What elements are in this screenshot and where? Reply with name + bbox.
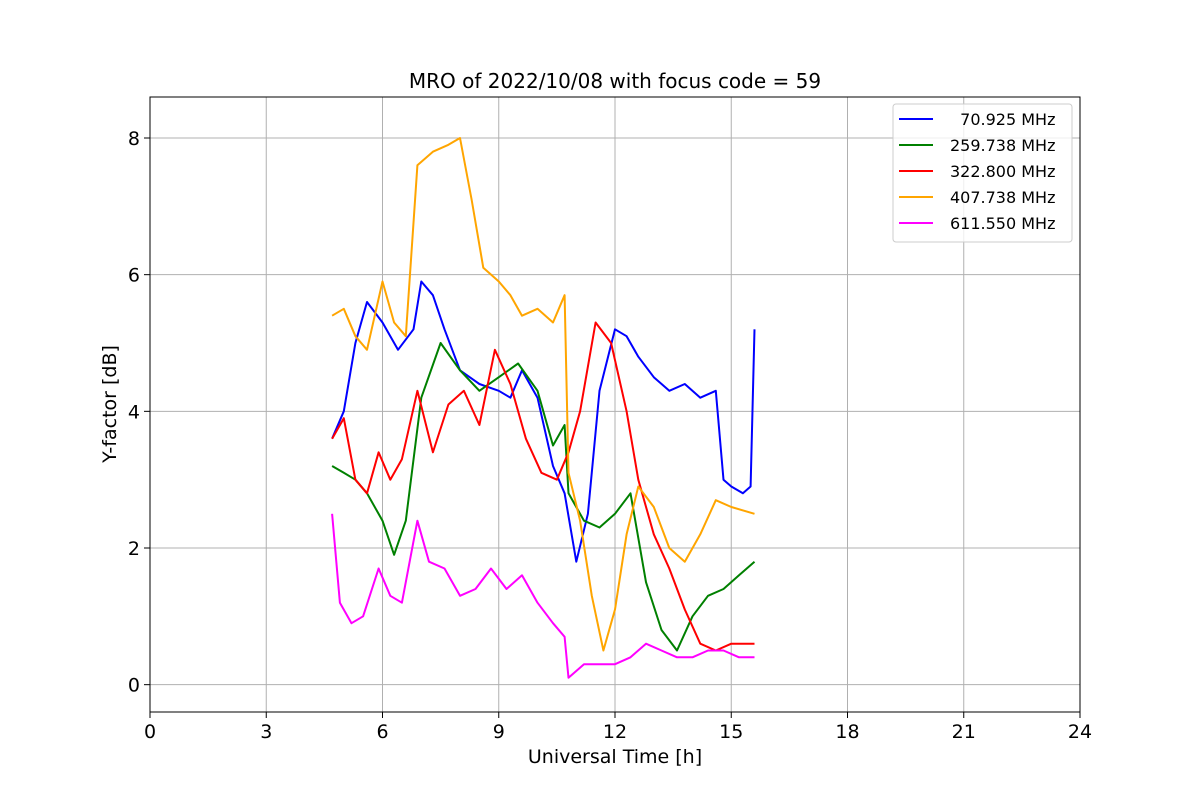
series-line-1 [331,280,756,563]
y-tick-label: 6 [128,265,140,287]
legend: 70.925 MHz 259.738 MHz 322.800 MHz 407.738 … [892,103,1073,243]
x-axis: 0 3 6 9 12 15 18 21 24 [144,712,1092,743]
y-tick-label: 8 [128,128,140,150]
x-tick-label: 0 [144,721,156,743]
x-tick-label: 24 [1068,721,1092,743]
legend-label: 407.738 MHz [950,188,1055,207]
y-tick-label: 2 [128,538,140,560]
y-tick-label: 0 [128,675,140,697]
series-line-2 [331,342,756,652]
x-tick-label: 3 [260,721,272,743]
y-tick-label: 4 [128,401,140,423]
x-tick-label: 18 [835,721,859,743]
x-tick-label: 9 [493,721,505,743]
legend-label: 611.550 MHz [950,214,1055,233]
legend-box [892,103,1073,243]
chart-title: MRO of 2022/10/08 with focus code = 59 [409,69,821,93]
y-axis-label: Y-factor [dB] [99,345,121,464]
series-line-4 [331,137,755,652]
legend-label: 322.800 MHz [950,162,1055,181]
x-axis-label: Universal Time [h] [528,746,702,768]
legend-label: 70.925 MHz [950,110,1055,129]
series-group [331,137,756,679]
x-tick-label: 6 [376,721,388,743]
legend-label: 259.738 MHz [950,136,1055,155]
y-axis: 0 2 4 6 8 [128,128,150,697]
series-line-3 [331,321,755,652]
series-line-5 [331,513,755,679]
x-tick-label: 21 [952,721,976,743]
x-tick-label: 12 [603,721,627,743]
x-tick-label: 15 [719,721,743,743]
